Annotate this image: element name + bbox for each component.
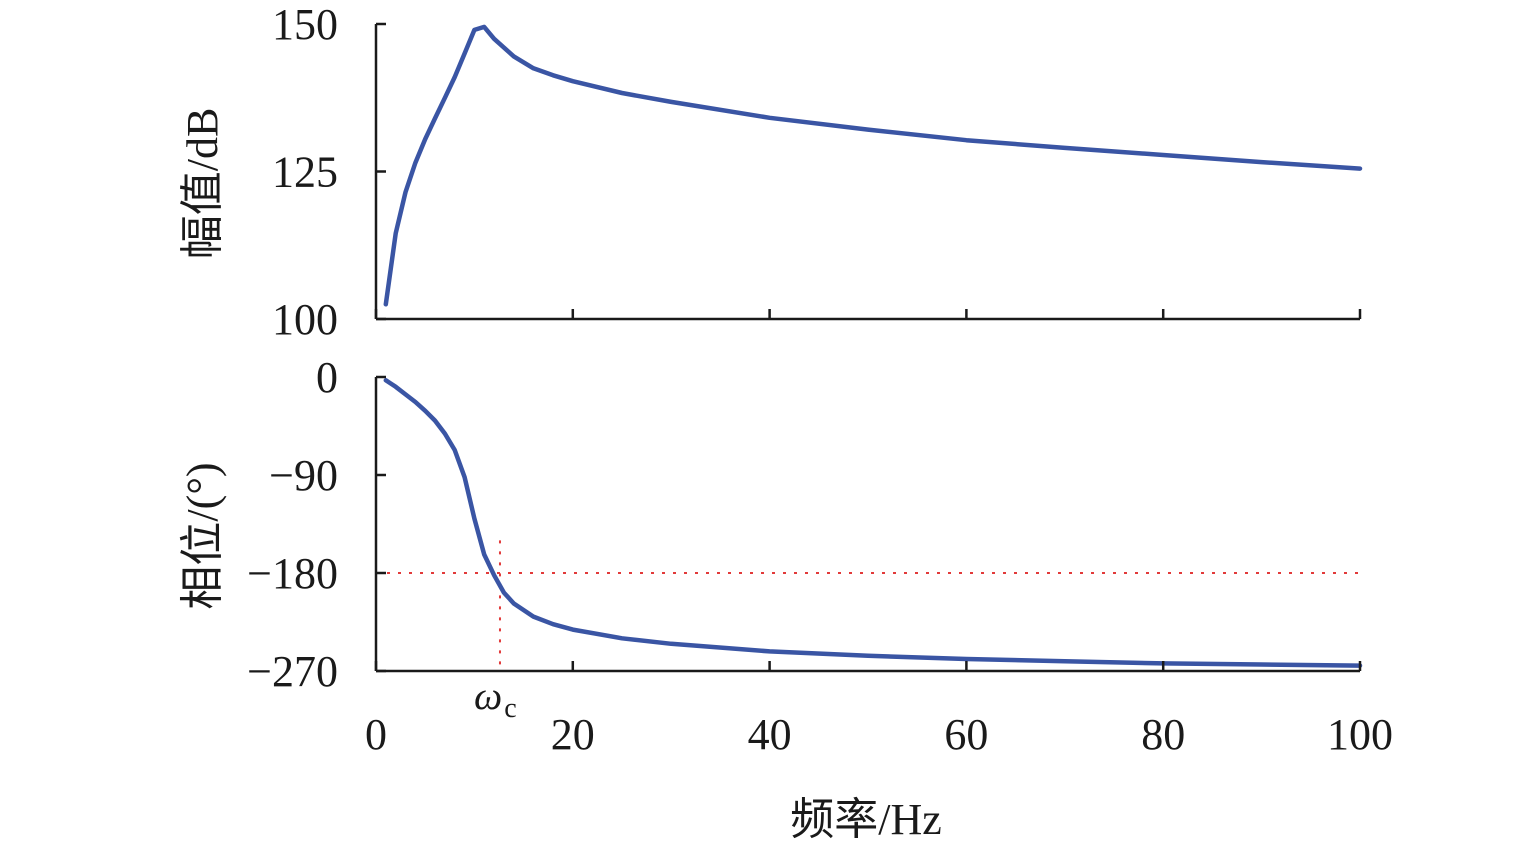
phase-y-tick-label: 0 — [316, 353, 338, 402]
phase-x-tick-label: 80 — [1141, 710, 1185, 759]
phase-x-tick-label: 20 — [551, 710, 595, 759]
phase-y-tick-label: −270 — [247, 647, 338, 696]
magnitude-y-tick-label: 125 — [272, 148, 338, 197]
magnitude-y-tick-label: 100 — [272, 295, 338, 344]
phase-x-tick-label: 0 — [365, 710, 387, 759]
magnitude-y-tick-label: 150 — [272, 0, 338, 49]
label-layer: 100 125 150 幅值/dB 0 −90 −180 −270 0 20 40 60 80 100 相位… — [178, 0, 1393, 844]
series-layer — [383, 24, 1363, 668]
phase-x-axis-title: 频率/Hz — [790, 795, 942, 844]
axes-layer — [374, 22, 1362, 673]
phase-y-axis-title: 相位/(°) — [178, 462, 227, 609]
phase-crossover-label: ωc — [474, 673, 517, 724]
magnitude-series-line — [383, 24, 1363, 307]
phase-y-tick-label: −180 — [247, 549, 338, 598]
phase-crossover-subscript: c — [504, 693, 516, 724]
phase-y-tick-label: −90 — [269, 451, 338, 500]
magnitude-y-axis-title: 幅值/dB — [178, 108, 227, 260]
reference-line-layer — [376, 540, 1360, 671]
phase-x-tick-label: 60 — [944, 710, 988, 759]
phase-x-tick-label: 40 — [748, 710, 792, 759]
phase-series-line — [383, 378, 1363, 668]
phase-x-tick-label: 100 — [1327, 710, 1393, 759]
